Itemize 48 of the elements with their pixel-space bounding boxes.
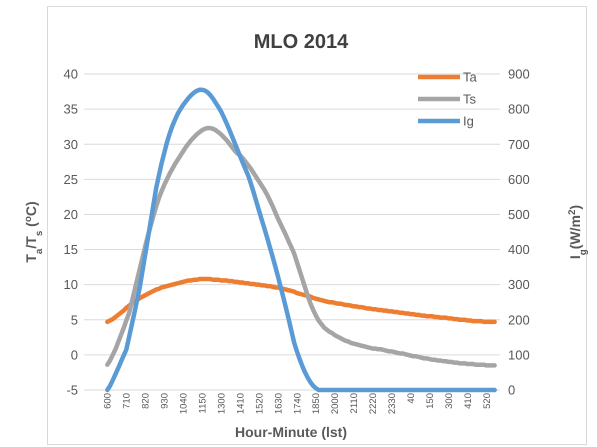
y-tick-label: 20	[64, 206, 78, 222]
y-tick-label: 25	[64, 172, 78, 187]
x-tick-label: 2330	[387, 393, 398, 414]
y-tick-label: 10	[64, 277, 78, 292]
x-tick-label: 2220	[368, 393, 380, 414]
x-tick-label: 410	[462, 393, 474, 409]
y2-tick-label: 300	[508, 277, 530, 292]
y-tick-label: 0	[70, 347, 78, 362]
x-tick-label: 1740	[292, 393, 304, 414]
legend-label: Ts	[463, 92, 476, 107]
y2-tick-label: 600	[508, 172, 530, 187]
x-tick-label: 1850	[311, 393, 322, 414]
chart-title: MLO 2014	[254, 31, 350, 53]
x-tick-label: 1520	[254, 393, 266, 414]
x-tick-label: 300	[444, 393, 455, 409]
y-tick-label: 30	[64, 136, 78, 152]
x-tick-label: 150	[424, 393, 436, 409]
x-tick-label: 600	[102, 393, 114, 409]
y2-tick-label: 500	[508, 206, 530, 222]
line-series	[105, 88, 497, 392]
x-tick-label: 40	[406, 393, 418, 404]
y-tick-label: 40	[64, 66, 78, 82]
legend-label: Ta	[463, 70, 478, 85]
x-tick-label: 1040	[178, 393, 190, 414]
y2-tick-label: 400	[508, 242, 530, 258]
y2-tick-label: 0	[508, 382, 516, 398]
line-series	[105, 276, 497, 324]
x-tick-label: 930	[160, 393, 171, 409]
legend-label: Ig	[463, 114, 474, 129]
x-tick-label: 520	[482, 393, 493, 409]
x-tick-label: 710	[122, 393, 133, 409]
y2-tick-label: 700	[508, 136, 530, 152]
x-tick-label: 2110	[349, 393, 360, 414]
y-tick-label: -5	[66, 382, 78, 398]
x-tick-label: 1410	[235, 393, 246, 414]
y2-tick-label: 800	[508, 102, 530, 117]
x-tick-label: 1300	[216, 393, 228, 414]
x-tick-label: 1630	[273, 393, 284, 414]
y-tick-label: 15	[64, 242, 78, 258]
x-tick-label: 820	[140, 393, 152, 409]
y-tick-label: 5	[70, 312, 78, 328]
y2-tick-label: 100	[508, 347, 530, 362]
x-tick-label: 2000	[330, 393, 342, 414]
y2-tick-label: 900	[508, 66, 530, 82]
x-axis-title: Hour-Minute (lst)	[235, 424, 347, 440]
y-tick-label: 35	[64, 102, 78, 117]
x-tick-label: 1150	[197, 393, 208, 414]
y2-tick-label: 200	[508, 312, 530, 328]
